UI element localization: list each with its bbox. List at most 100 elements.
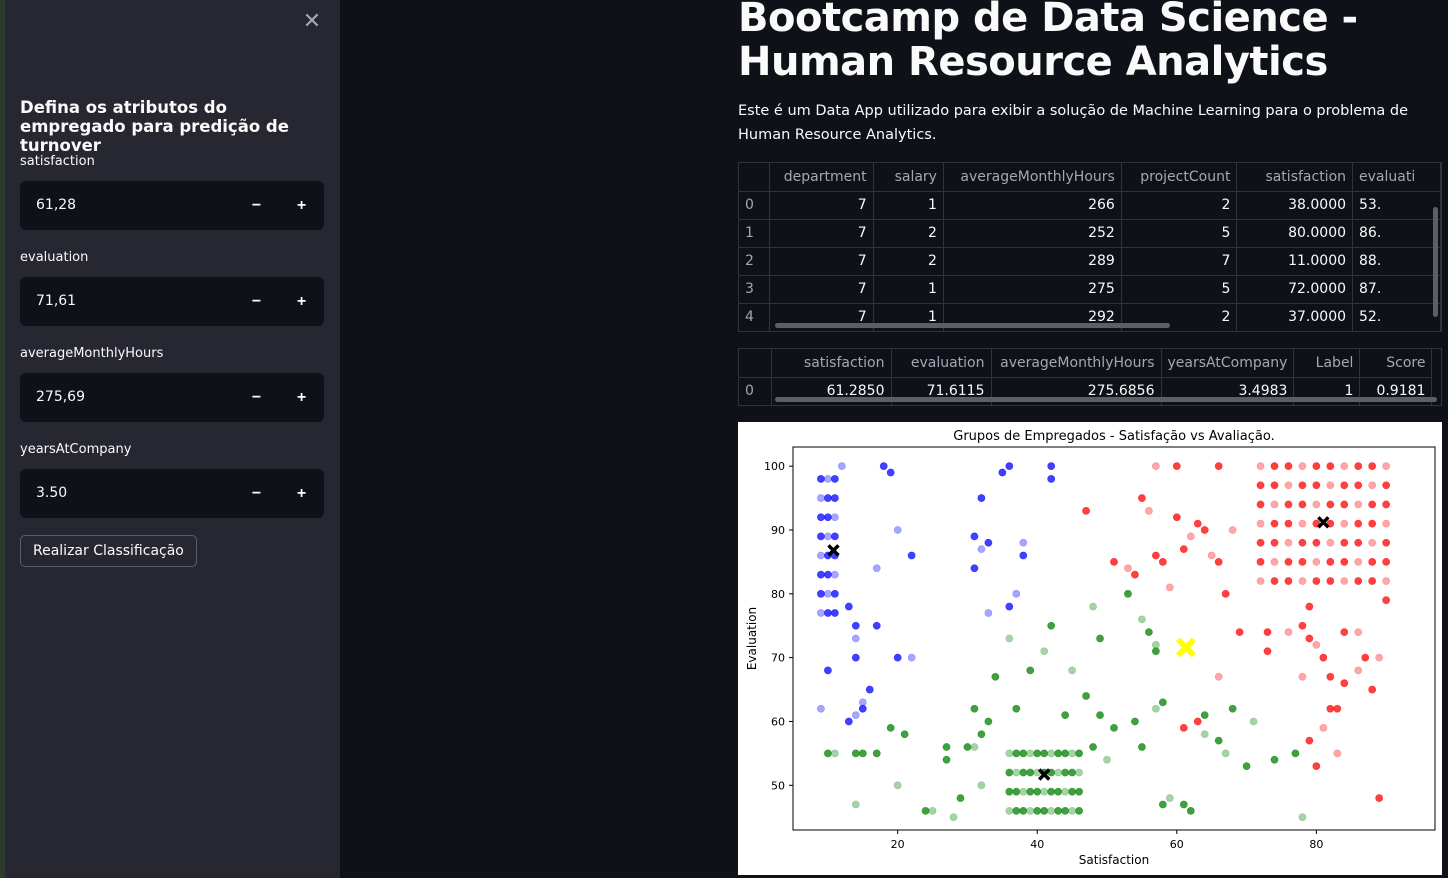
column-header[interactable]: satisfaction [771, 349, 892, 378]
x-tick-label: 20 [891, 838, 905, 851]
scatter-point-green [1200, 730, 1209, 739]
vertical-scrollbar[interactable] [1433, 207, 1438, 317]
scatter-point-red [1382, 596, 1391, 605]
scatter-point-green [886, 723, 895, 732]
scatter-point-green [1040, 647, 1049, 656]
scatter-point-green [1026, 666, 1035, 675]
scatter-point-green [984, 717, 993, 726]
scatter-point-green [1075, 787, 1084, 796]
scatter-chart-svg: Grupos de Empregados - Satisfação vs Ava… [745, 429, 1436, 867]
scatter-point-blue [970, 532, 979, 541]
row-index: 1 [739, 219, 771, 248]
scatter-point-green [1005, 806, 1014, 815]
scatter-point-red [1186, 532, 1195, 541]
column-header[interactable]: evaluati [1352, 163, 1441, 192]
scatter-point-green [1165, 794, 1174, 802]
y-tick-label: 50 [771, 779, 785, 792]
column-header[interactable]: salary [873, 163, 944, 192]
scatter-point-red [1151, 462, 1160, 471]
table-row: 2 7 2 289 7 11.0000 88. [739, 247, 1441, 276]
scatter-point-red [1284, 462, 1293, 471]
x-tick-label: 40 [1030, 838, 1044, 851]
scatter-point-red [1165, 583, 1174, 592]
horizontal-scrollbar[interactable] [775, 397, 1437, 402]
scatter-point-blue [970, 564, 979, 573]
scatter-point-blue [817, 589, 825, 598]
scatter-point-red [1235, 628, 1244, 637]
column-header[interactable]: projectCount [1121, 163, 1238, 192]
column-header[interactable]: Score [1359, 349, 1433, 378]
scatter-point-red [1312, 500, 1321, 509]
scatter-point-red [1284, 557, 1293, 566]
scatter-point-green [1249, 717, 1258, 726]
column-header[interactable]: satisfaction [1236, 163, 1354, 192]
scatter-point-blue [984, 609, 993, 617]
scatter-point-blue [907, 551, 916, 560]
satisfaction-number-input[interactable]: 61,28 − + [20, 181, 324, 230]
satisfaction-decrement-button[interactable]: − [251, 197, 262, 214]
scatter-point-green [1089, 743, 1097, 751]
scatter-point-red [1179, 545, 1188, 554]
scatter-point-red [1158, 557, 1167, 566]
horizontal-scrollbar[interactable] [775, 323, 1170, 328]
scatter-point-red [1228, 526, 1237, 534]
years-at-company-value[interactable]: 3.50 [36, 485, 68, 501]
y-tick-label: 90 [771, 524, 785, 537]
years-at-company-increment-button[interactable]: + [296, 485, 307, 502]
scatter-point-green [1131, 717, 1139, 726]
row-index: 0 [739, 377, 772, 405]
scatter-point-green [823, 749, 832, 758]
scatter-point-green [1103, 755, 1111, 764]
scatter-point-red [1214, 672, 1223, 681]
scatter-point-green [1033, 806, 1042, 815]
column-header[interactable]: evaluation [891, 349, 992, 378]
scatter-point-blue [823, 666, 832, 675]
satisfaction-label: satisfaction [20, 154, 95, 169]
scatter-point-red [1354, 538, 1363, 547]
prediction-dataframe[interactable]: satisfaction evaluation averageMonthlyHo… [738, 348, 1442, 406]
column-header[interactable]: Label [1293, 349, 1361, 378]
scatter-point-red [1305, 602, 1314, 611]
years-at-company-label: yearsAtCompany [20, 442, 132, 457]
classify-button[interactable]: Realizar Classificação [20, 535, 197, 567]
years-at-company-number-input[interactable]: 3.50 − + [20, 469, 324, 518]
average-monthly-hours-value[interactable]: 275,69 [36, 389, 85, 405]
column-header[interactable]: averageMonthlyHours [991, 349, 1162, 378]
scatter-point-red [1193, 519, 1202, 528]
employees-dataframe[interactable]: department salary averageMonthlyHours pr… [738, 162, 1442, 332]
scatter-point-blue [984, 538, 993, 547]
table-cell: 52. [1352, 303, 1441, 331]
scatter-point-green [851, 749, 860, 758]
y-tick-label: 100 [764, 460, 785, 473]
satisfaction-value[interactable]: 61,28 [36, 197, 77, 213]
evaluation-decrement-button[interactable]: − [251, 293, 262, 310]
scatter-point-red [1382, 557, 1391, 566]
scatter-point-green [1054, 806, 1063, 815]
scatter-point-blue [851, 621, 860, 630]
average-monthly-hours-increment-button[interactable]: + [296, 389, 307, 406]
scatter-point-blue [1005, 462, 1014, 471]
evaluation-number-input[interactable]: 71,61 − + [20, 277, 324, 326]
evaluation-value[interactable]: 71,61 [36, 293, 77, 309]
row-index: 0 [739, 191, 771, 220]
column-header[interactable]: department [769, 163, 874, 192]
satisfaction-increment-button[interactable]: + [296, 197, 307, 214]
close-sidebar-icon[interactable]: ✕ [302, 9, 322, 34]
scatter-point-red [1382, 519, 1391, 528]
table-cell: 1 [873, 191, 944, 220]
column-header[interactable]: averageMonthlyHours [943, 163, 1122, 192]
scatter-point-blue [1019, 551, 1028, 560]
scatter-point-green [1026, 787, 1035, 796]
column-header[interactable]: yearsAtCompany [1161, 349, 1295, 378]
scatter-point-green [977, 781, 986, 790]
average-monthly-hours-decrement-button[interactable]: − [251, 389, 262, 406]
average-monthly-hours-number-input[interactable]: 275,69 − + [20, 373, 324, 422]
scatter-point-blue [823, 570, 832, 579]
scatter-point-green [872, 749, 881, 758]
scatter-point-green [1040, 806, 1049, 815]
years-at-company-decrement-button[interactable]: − [251, 485, 262, 502]
scatter-point-green [1068, 749, 1077, 758]
evaluation-increment-button[interactable]: + [296, 293, 307, 310]
table-cell: 87. [1352, 275, 1441, 304]
scatter-point-blue [893, 526, 902, 534]
